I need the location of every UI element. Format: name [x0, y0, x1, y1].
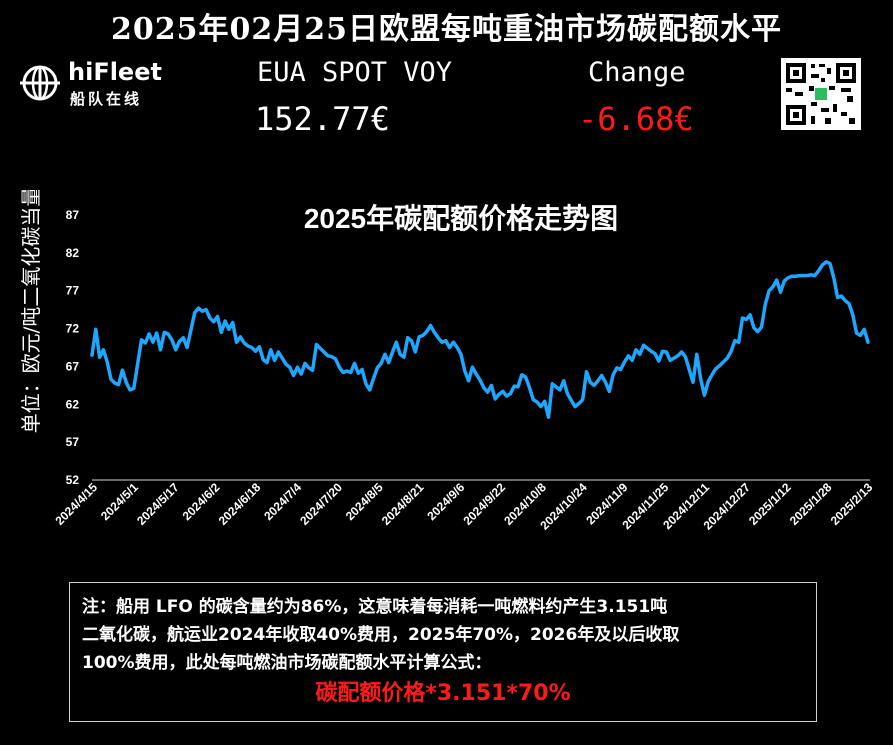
- y-tick-label: 77: [66, 284, 80, 298]
- x-tick-label: 2024/7/20: [297, 480, 345, 528]
- formula-note: 注：船用 LFO 的碳含量约为86%，这意味着每消耗一吨燃料约产生3.151吨 …: [69, 582, 817, 722]
- x-tick-label: 2024/8/21: [379, 480, 427, 528]
- logo-subtitle: 船队在线: [70, 90, 143, 108]
- eua-value: 152.77€: [255, 100, 390, 138]
- y-tick-label: 67: [66, 359, 80, 373]
- eua-label: EUA SPOT VOY: [257, 57, 453, 88]
- eua-price-series-line: [90, 260, 870, 419]
- change-label: Change: [588, 57, 686, 88]
- x-tick-label: 2024/9/22: [460, 480, 508, 528]
- hifleet-logo: hiFleet 船队在线: [18, 58, 168, 108]
- x-tick-labels: 2024/4/152024/5/12024/5/172024/6/22024/6…: [52, 480, 875, 533]
- x-tick-label: 2024/6/18: [216, 480, 264, 528]
- y-tick-label: 82: [66, 246, 80, 260]
- x-tick-label: 2024/4/15: [52, 480, 100, 528]
- note-line-1: 注：船用 LFO 的碳含量约为86%，这意味着每消耗一吨燃料约产生3.151吨: [82, 597, 668, 617]
- formula-text: 碳配额价格*3.151*70%: [315, 681, 571, 706]
- logo-name: hiFleet: [68, 58, 162, 86]
- qr-code-icon: [781, 58, 861, 130]
- y-tick-labels: 52 57 62 67 72 77 82 87: [66, 208, 80, 487]
- note-line-3: 100%费用，此处每吨燃油市场碳配额水平计算公式：: [82, 653, 492, 673]
- x-tick-label: 2025/2/13: [828, 480, 876, 528]
- header-panel: 2025年02月25日欧盟每吨重油市场碳配额水平 hiFleet 船队在线 EU…: [0, 0, 893, 190]
- x-tick-label: 2024/5/17: [134, 480, 182, 528]
- chart-title: 2025年碳配额价格走势图: [304, 202, 618, 234]
- y-tick-label: 52: [66, 473, 80, 487]
- chart-panel: 2025年碳配额价格走势图 单位：欧元/吨二氧化碳当量 52 57 62 67 72 77…: [0, 190, 893, 580]
- note-line-2: 二氧化碳，航运业2024年收取40%费用，2025年70%，2026年及以后收取: [82, 625, 680, 645]
- y-tick-label: 62: [66, 397, 80, 411]
- change-value: -6.68€: [578, 100, 694, 138]
- x-tick-label: 2025/1/12: [746, 480, 794, 528]
- x-tick-label: 2025/1/28: [787, 480, 835, 528]
- y-axis-label: 单位：欧元/吨二氧化碳当量: [19, 190, 43, 433]
- page-title: 2025年02月25日欧盟每吨重油市场碳配额水平: [111, 12, 782, 47]
- globe-icon: [20, 65, 60, 101]
- price-line-chart: 2025年碳配额价格走势图 单位：欧元/吨二氧化碳当量 52 57 62 67 72 77…: [19, 190, 876, 533]
- y-tick-label: 57: [66, 435, 80, 449]
- y-tick-label: 87: [66, 208, 80, 222]
- y-tick-label: 72: [66, 322, 80, 336]
